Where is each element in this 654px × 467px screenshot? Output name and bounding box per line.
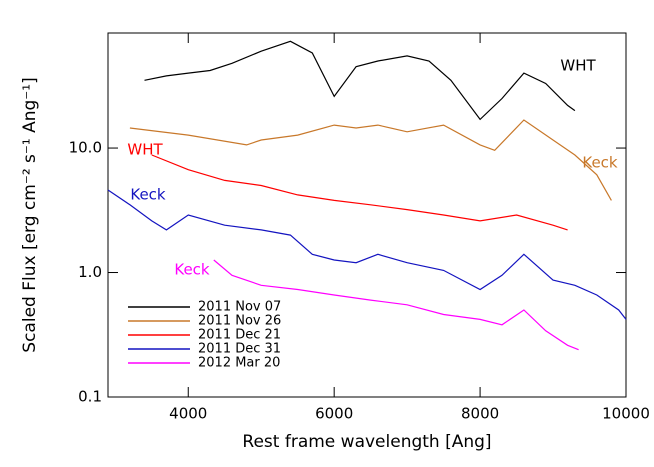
legend-label: 2011 Nov 07	[198, 300, 281, 315]
x-tick-label: 10000	[602, 405, 650, 423]
annotation: WHT	[560, 57, 596, 75]
spectrum-line	[129, 119, 612, 201]
annotation: Keck	[130, 186, 166, 204]
x-tick-label: 6000	[315, 405, 353, 423]
annotation: Keck	[174, 261, 210, 279]
legend-label: 2011 Nov 26	[198, 314, 281, 329]
x-tick-label: 4000	[169, 405, 207, 423]
plot-frame	[107, 32, 627, 398]
y-tick-label: 1.0	[78, 263, 102, 281]
spectrum-line	[151, 154, 568, 231]
spectrum-line	[107, 189, 627, 320]
spectrum-line	[144, 40, 576, 121]
y-tick-label: 0.1	[78, 388, 102, 406]
annotation: Keck	[582, 154, 618, 172]
x-axis-label: Rest frame wavelength [Ang]	[242, 432, 491, 452]
legend-label: 2011 Dec 31	[198, 342, 281, 357]
legend-label: 2012 Mar 20	[198, 356, 280, 371]
legend-label: 2011 Dec 21	[198, 328, 281, 343]
annotation: WHT	[127, 141, 163, 159]
y-tick-label: 10.0	[69, 139, 102, 157]
spectrum-line	[213, 259, 579, 351]
x-tick-label: 8000	[461, 405, 499, 423]
y-axis-label: Scaled Flux [erg cm⁻² s⁻¹ Ang⁻¹]	[20, 77, 40, 352]
